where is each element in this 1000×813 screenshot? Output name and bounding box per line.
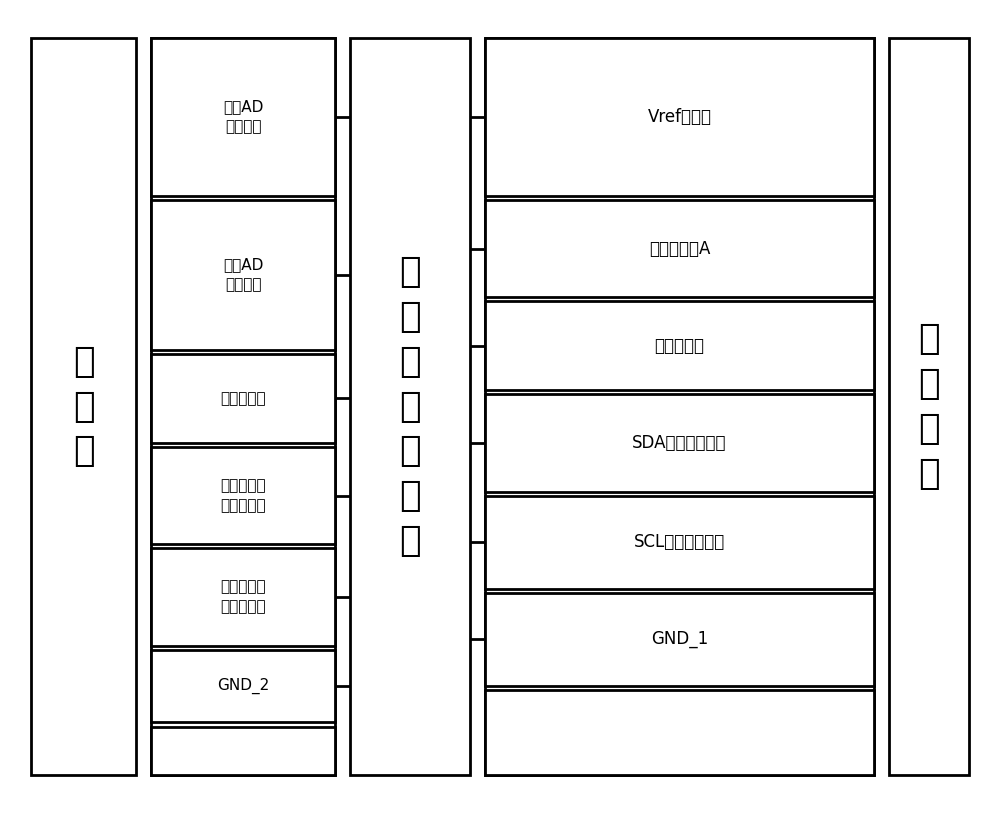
Bar: [889, 38, 969, 775]
Bar: [151, 38, 335, 196]
Bar: [485, 38, 874, 775]
Bar: [151, 38, 335, 775]
Text: 第二AD
转换通道: 第二AD 转换通道: [223, 258, 263, 292]
Bar: [151, 447, 335, 544]
Text: 半
自
动
烧
录
机
台: 半 自 动 烧 录 机 台: [399, 255, 421, 558]
Bar: [485, 394, 874, 492]
Text: SCL时钟信号接口: SCL时钟信号接口: [634, 533, 725, 551]
Text: 固定输出端A: 固定输出端A: [649, 240, 710, 258]
Bar: [485, 200, 874, 297]
Bar: [151, 650, 335, 723]
Bar: [485, 690, 874, 775]
Text: GND_2: GND_2: [217, 678, 269, 694]
Bar: [485, 593, 874, 686]
Text: 烧
录
器: 烧 录 器: [73, 345, 94, 468]
Bar: [485, 496, 874, 589]
Bar: [151, 200, 335, 350]
Text: Vref输出端: Vref输出端: [647, 108, 711, 126]
Text: 第一AD
转换通道: 第一AD 转换通道: [223, 99, 263, 134]
Bar: [350, 38, 470, 775]
Bar: [151, 548, 335, 646]
Text: SDA数据信号接口: SDA数据信号接口: [632, 434, 727, 452]
Bar: [485, 301, 874, 390]
Bar: [151, 354, 335, 443]
Bar: [31, 38, 136, 775]
Text: GND_1: GND_1: [651, 630, 708, 649]
Bar: [485, 38, 874, 196]
Text: 第三通用输
入输出端口: 第三通用输 入输出端口: [220, 478, 266, 513]
Text: 第四通用输
入输出端口: 第四通用输 入输出端口: [220, 580, 266, 615]
Bar: [151, 727, 335, 775]
Text: 待
测
芯
片: 待 测 芯 片: [918, 322, 940, 491]
Text: 电源输出端: 电源输出端: [220, 391, 266, 406]
Text: 电源输入端: 电源输入端: [654, 337, 704, 354]
